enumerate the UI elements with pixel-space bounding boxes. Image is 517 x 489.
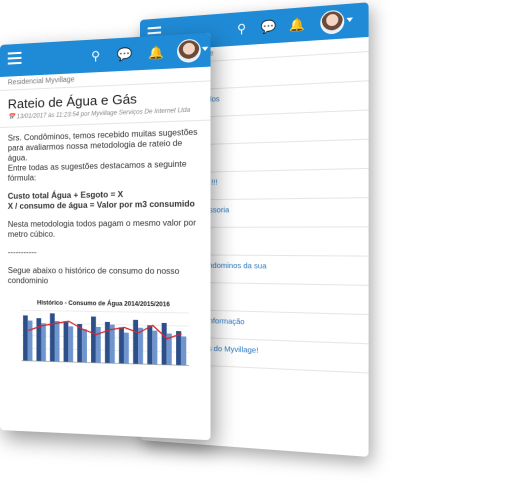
chart: Histórico - Consumo de Água 2014/2015/20… (8, 300, 202, 377)
chart-bar (176, 331, 182, 366)
front-phone-screen: ⚲ 💬 🔔 Residencial Myvillage Rateio de Ág… (0, 32, 211, 441)
chart-bar (23, 315, 28, 361)
separator: ----------- (7, 247, 37, 258)
gridline (21, 310, 188, 313)
calendar-icon: 📅 (7, 114, 16, 121)
bell-icon[interactable]: 🔔 (288, 16, 305, 33)
search-icon[interactable]: ⚲ (237, 21, 247, 37)
chart-bar (118, 327, 124, 364)
chart-bar (63, 321, 69, 362)
chat-icon[interactable]: 💬 (116, 46, 133, 62)
chevron-down-icon[interactable] (346, 17, 354, 23)
avatar[interactable] (320, 9, 345, 35)
bell-icon[interactable]: 🔔 (147, 44, 164, 61)
paragraph: Entre todas as sugestões destacamos a se… (7, 159, 187, 183)
paragraph: Srs. Condôminos, temos recebido muitas s… (7, 127, 198, 163)
chart-bar (161, 322, 167, 365)
chart-bar (91, 316, 96, 363)
paragraph: Segue abaixo o histórico de consumo do n… (7, 266, 180, 286)
search-icon[interactable]: ⚲ (91, 48, 101, 64)
chart-bar (181, 336, 187, 366)
chart-bar (123, 332, 129, 364)
chart-bar (77, 323, 83, 363)
chart-bar (36, 318, 42, 362)
post-content: Srs. Condôminos, temos recebido muitas s… (0, 121, 211, 303)
formula-line: X / consumo de água = Valor por m3 consu… (7, 199, 195, 211)
chart-bar (54, 320, 60, 362)
chart-bar (49, 313, 55, 362)
chart-bar (27, 320, 33, 361)
chart-bar (95, 326, 101, 363)
front-phone: ⚲ 💬 🔔 Residencial Myvillage Rateio de Ág… (0, 32, 211, 477)
chat-icon[interactable]: 💬 (260, 18, 277, 35)
chart-bar (41, 323, 46, 362)
chart-bar (82, 329, 87, 363)
chevron-down-icon[interactable] (201, 46, 209, 52)
avatar[interactable] (177, 38, 201, 64)
chart-bar (147, 325, 153, 365)
chart-bar (68, 326, 74, 363)
chart-canvas (8, 306, 198, 372)
hamburger-icon[interactable] (7, 51, 22, 65)
chart-bar (133, 319, 139, 365)
paragraph: Nesta metodologia todos pagam o mesmo va… (7, 218, 197, 239)
chart-bar (152, 330, 158, 365)
chart-bar (104, 321, 110, 364)
chart-bar (109, 324, 115, 364)
